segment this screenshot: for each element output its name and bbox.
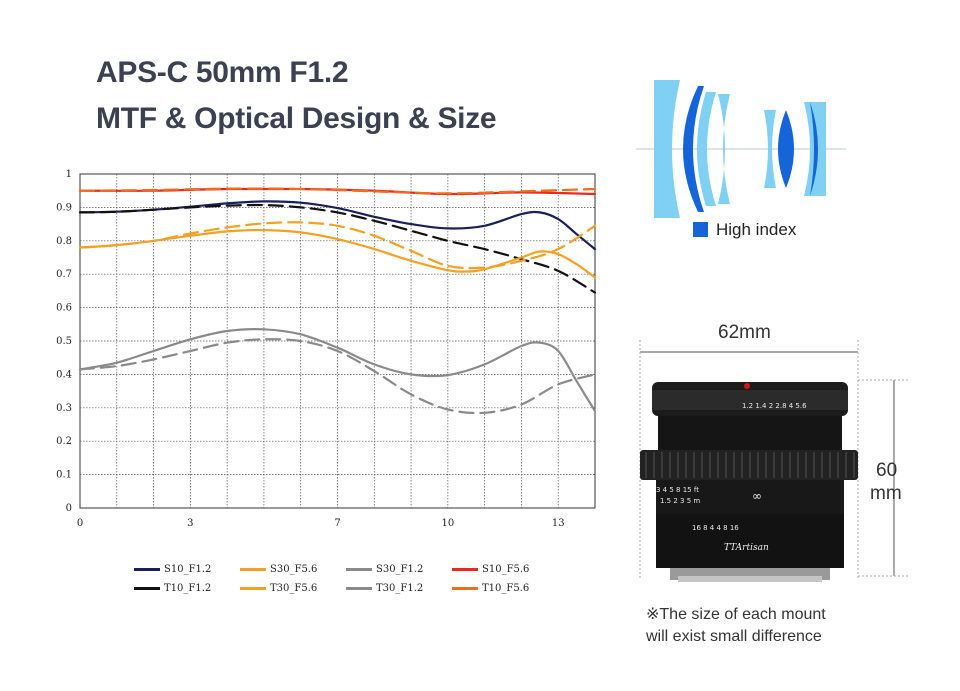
aperture-scale: 1.2 1.4 2 2.8 4 5.6 — [742, 402, 807, 410]
series-line-t30-f5-6 — [78, 221, 597, 270]
series-line-s10-f1-2 — [78, 200, 597, 251]
series-line-t30-f1-2 — [78, 338, 597, 415]
series-line-s30-f1-2 — [78, 328, 597, 413]
lens-mount-section — [656, 514, 844, 568]
legend-item: T10_F5.6 — [452, 582, 529, 596]
lens-barrel-lower — [656, 480, 844, 514]
y-tick-label: 0.2 — [56, 436, 72, 447]
legend-item: T30_F1.2 — [346, 582, 423, 596]
series-line-t10-f5-6 — [78, 187, 597, 195]
legend-item: S10_F5.6 — [452, 563, 529, 577]
legend-item: T30_F5.6 — [240, 582, 317, 596]
focus-ring-grip — [645, 452, 855, 478]
y-tick-label: 0.8 — [56, 236, 72, 247]
x-tick-label: 7 — [334, 518, 340, 529]
y-tick-label: 1 — [66, 169, 72, 180]
lens-element-1 — [654, 80, 680, 218]
high-index-legend: High index — [693, 220, 796, 240]
plot-frame — [79, 173, 596, 509]
legend-item: S30_F1.2 — [346, 563, 423, 577]
legend-item: S10_F1.2 — [134, 563, 211, 577]
series-line-s30-f5-6 — [78, 228, 597, 279]
y-tick-label: 0.3 — [56, 403, 72, 414]
legend-item: S30_F5.6 — [240, 563, 317, 577]
legend-item: T10_F1.2 — [134, 582, 211, 596]
title-line-1: APS-C 50mm F1.2 — [96, 56, 349, 89]
mount-note: ※The size of each mount will exist small… — [646, 604, 826, 648]
y-tick-label: 0 — [66, 503, 72, 514]
brand-logo: TTArtisan — [724, 543, 769, 553]
width-label: 62mm — [718, 322, 771, 343]
focus-scale-m: 1.5 2 3 5 m — [660, 497, 700, 505]
lens-element-5 — [764, 110, 776, 188]
lens-element-8 — [810, 102, 818, 196]
mtf-chart: 00.10.20.30.40.50.60.70.80.910 3 7 10 13 — [56, 169, 597, 529]
title-line-2: MTF & Optical Design & Size — [96, 102, 497, 135]
y-tick-label: 0.4 — [56, 369, 72, 380]
mount-note-line-1: ※The size of each mount — [646, 606, 826, 623]
chart-legend: S10_F1.2 S30_F5.6 S30_F1.2 S10_F5.6 T10_… — [134, 563, 554, 599]
focus-scale-ft: 3 4 5 8 15 ft — [656, 486, 699, 494]
y-tick-label: 0.7 — [56, 269, 72, 280]
lens-element-3 — [697, 92, 716, 206]
dof-scale: 16 8 4 4 8 16 — [692, 524, 739, 532]
lens-element-4 — [718, 94, 730, 204]
y-tick-label: 0.5 — [56, 336, 72, 347]
index-dot — [744, 383, 750, 389]
y-tick-label: 0.9 — [56, 202, 72, 213]
height-label-unit: mm — [870, 483, 902, 504]
high-index-swatch — [693, 222, 708, 237]
lens-element-6 — [778, 110, 794, 188]
optical-design-diagram — [636, 80, 846, 218]
x-tick-label: 10 — [441, 518, 454, 529]
height-label-value: 60 — [876, 460, 898, 481]
lens-barrel-upper — [658, 416, 842, 452]
lens-element-2 — [683, 86, 704, 212]
infinity-mark: ∞ — [752, 489, 762, 503]
x-tick-label: 3 — [187, 518, 193, 529]
high-index-label: High index — [716, 220, 797, 239]
series-line-t10-f1-2 — [78, 203, 597, 294]
y-tick-label: 0.6 — [56, 303, 72, 314]
x-tick-label: 13 — [552, 518, 565, 529]
y-tick-label: 0.1 — [56, 470, 72, 481]
mount-note-line-2: will exist small difference — [646, 628, 822, 645]
lens-illustration: 1.2 1.4 2 2.8 4 5.6 3 4 5 8 15 ft 1.5 2 … — [639, 340, 910, 582]
x-tick-label: 0 — [77, 518, 83, 529]
